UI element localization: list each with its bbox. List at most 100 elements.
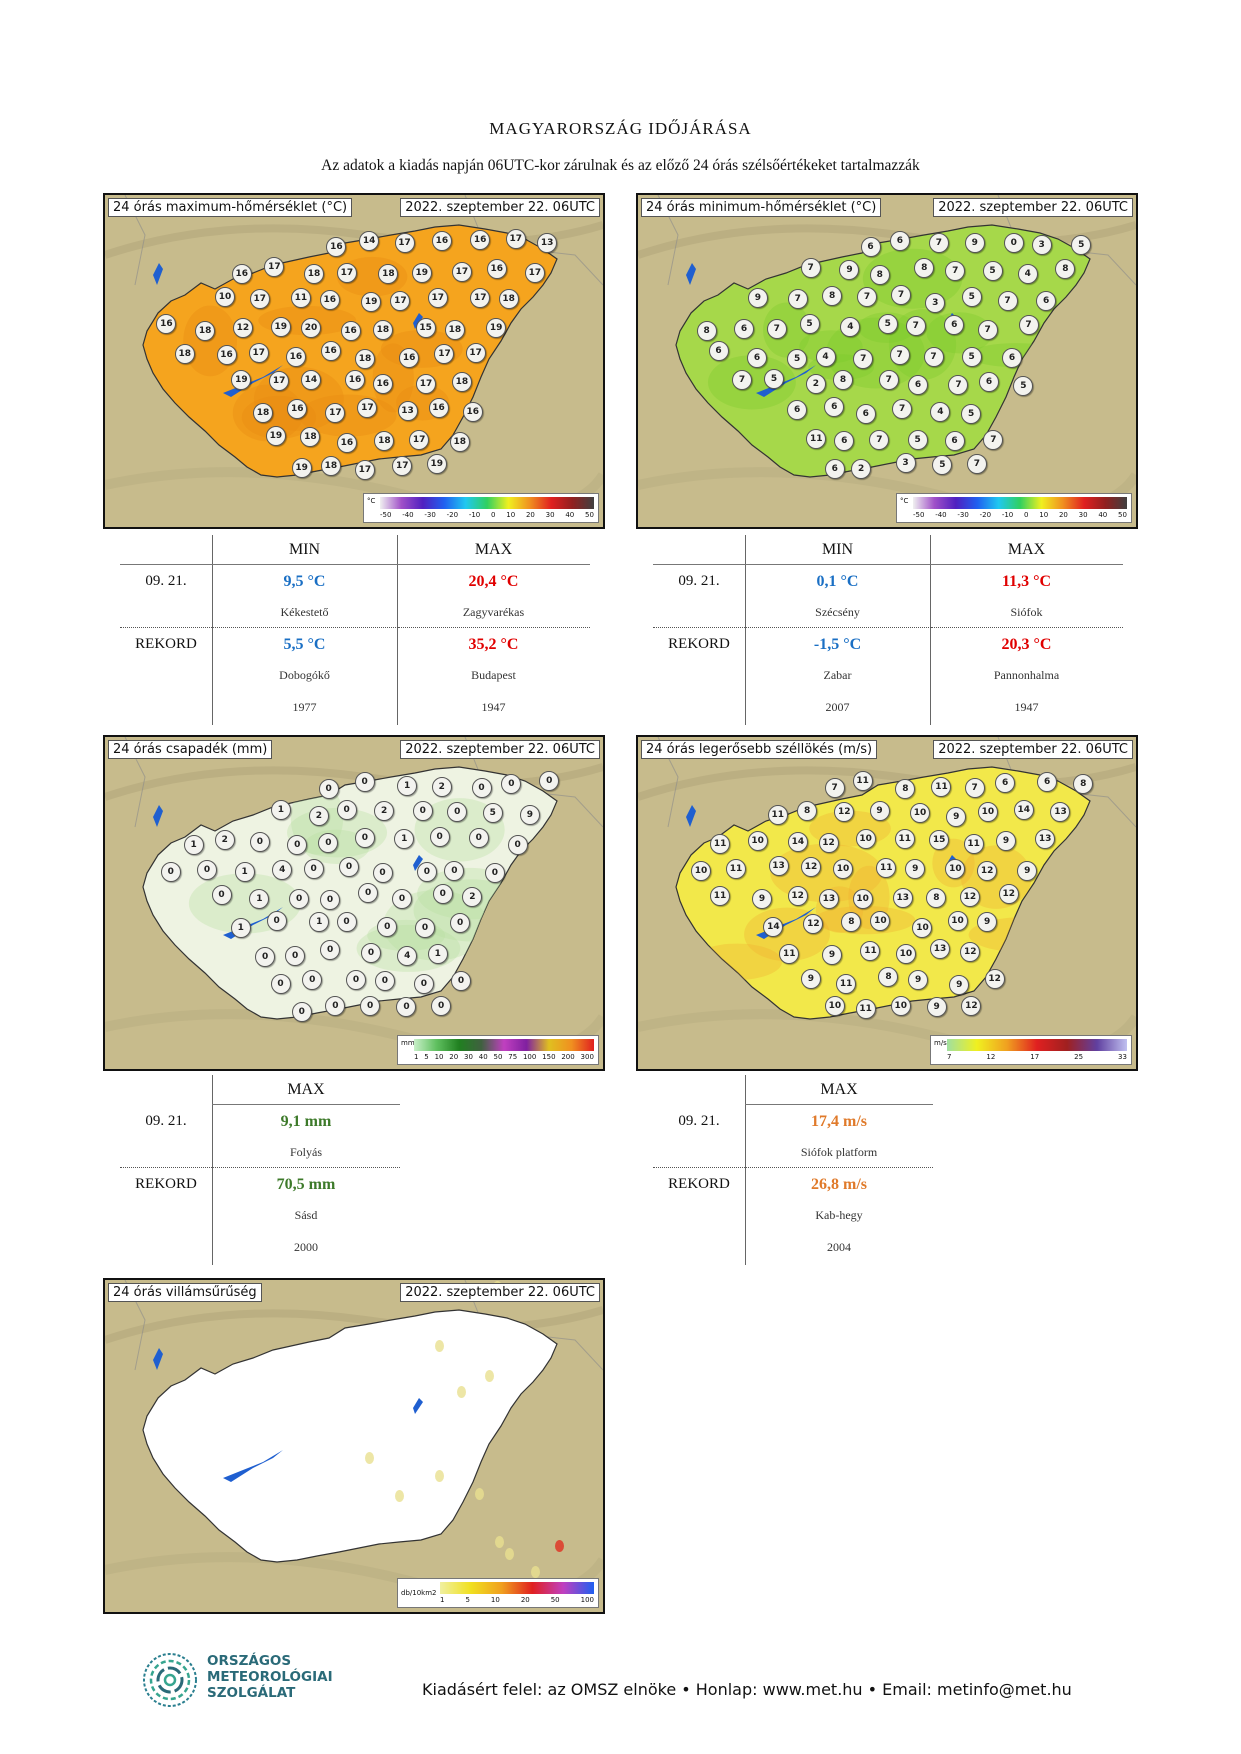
legend-tick: 7: [947, 1053, 952, 1061]
station-marker: 6: [979, 371, 999, 392]
station-marker: 6: [855, 404, 876, 425]
station-marker: 11: [894, 829, 915, 850]
station-marker: 7: [905, 316, 926, 337]
station-marker: 1: [230, 917, 251, 938]
station-marker: 11: [931, 777, 952, 797]
legend-ticks: -50 -40 -30 -20 -10 0 10 20 30 40 50: [380, 511, 594, 520]
station-marker: 0: [360, 995, 381, 1016]
record-max-year: 2004: [827, 1240, 851, 1254]
station-marker: 4: [815, 346, 836, 367]
legend-tick: 30: [464, 1053, 473, 1061]
station-marker: 7: [766, 319, 787, 340]
station-marker: 12: [834, 801, 855, 822]
legend-tick: 10: [1039, 511, 1049, 519]
station-marker: 17: [409, 429, 430, 450]
legend-tick: 75: [508, 1053, 518, 1061]
station-marker: 0: [285, 945, 306, 966]
station-marker: 5: [1013, 376, 1034, 397]
station-marker: 16: [326, 236, 347, 257]
station-marker: 0: [377, 917, 398, 938]
station-marker: 8: [914, 257, 935, 278]
station-marker: 1: [394, 828, 415, 849]
record-min-value: -1,5 °C: [813, 636, 862, 653]
map-title: 24 órás legerősebb széllökés (m/s): [641, 740, 878, 759]
station-marker: 0: [339, 856, 360, 877]
station-marker: 0: [287, 834, 308, 855]
station-marker: 7: [857, 286, 878, 307]
station-marker: 17: [336, 263, 357, 284]
daily-max-location: Folyás: [289, 1145, 322, 1159]
legend-tick: 33: [1118, 1053, 1127, 1061]
station-marker: 9: [977, 912, 998, 933]
station-marker: 11: [876, 857, 897, 878]
station-marker: 16: [320, 341, 341, 362]
record-max-year: 2000: [294, 1240, 318, 1254]
station-marker: 11: [779, 943, 800, 964]
station-marker: 18: [374, 430, 395, 451]
station-marker: 5: [1071, 235, 1092, 255]
record-max-value: 26,8 m/s: [811, 1176, 867, 1193]
legend-ticks: 1 5 10 20 30 40 50 75 100 150 200 300: [414, 1053, 594, 1062]
station-marker: 0: [197, 860, 218, 880]
station-marker: 2: [431, 776, 452, 797]
station-marker: 0: [468, 827, 489, 848]
station-marker: 13: [1050, 801, 1071, 822]
record-max-location: Budapest: [471, 668, 516, 682]
legend-tick: 10: [506, 511, 516, 519]
legend-tick: -20: [979, 511, 992, 519]
station-marker: 9: [949, 974, 970, 995]
record-min-year: 2007: [825, 700, 850, 714]
station-marker: 9: [800, 968, 821, 989]
record-min-location: Dobogókő: [279, 668, 330, 682]
station-marker: 11: [710, 833, 731, 854]
legend-tick: 10: [490, 1596, 500, 1604]
lake-balaton: [756, 365, 816, 397]
map-title: 24 órás csapadék (mm): [108, 740, 273, 759]
lake-ferto: [153, 1348, 163, 1370]
legend-tick: 0: [491, 511, 496, 519]
station-marker: 7: [889, 345, 910, 366]
station-marker: 10: [945, 859, 966, 880]
station-marker: 0: [320, 939, 341, 960]
station-marker: 16: [285, 346, 306, 367]
station-marker: 20: [301, 317, 321, 338]
station-marker: 12: [998, 883, 1019, 904]
station-marker: 0: [539, 771, 560, 792]
station-marker: 18: [195, 320, 216, 341]
lightning-cell: [555, 1540, 564, 1552]
station-marker: 7: [800, 257, 821, 278]
station-marker: 12: [984, 968, 1005, 989]
record-max-value: 35,2 °C: [468, 636, 519, 653]
station-marker: 17: [415, 374, 436, 395]
station-marker: 10: [852, 889, 873, 910]
omsz-logo: ORSZÁGOS METEOROLÓGIAI SZOLGÁLAT: [140, 1645, 340, 1715]
station-marker: 17: [524, 263, 545, 284]
station-marker: 11: [852, 771, 873, 792]
station-marker: 4: [840, 317, 861, 338]
station-marker: 12: [961, 996, 982, 1017]
station-marker: 19: [231, 370, 252, 391]
station-marker: 2: [214, 830, 235, 851]
lightning-cell: [475, 1488, 484, 1500]
station-marker: 13: [892, 887, 913, 908]
map-date: 2022. szeptember 22. 06UTC: [933, 740, 1133, 759]
lightning-cell: [485, 1370, 494, 1382]
station-marker: 11: [767, 804, 788, 825]
legend-unit: db/10km2: [401, 1589, 437, 1597]
station-marker: 0: [396, 997, 417, 1018]
station-marker: 7: [1018, 315, 1039, 336]
daily-max-value: 20,4 °C: [468, 573, 519, 590]
station-marker: 9: [908, 969, 929, 990]
station-marker: 0: [450, 970, 471, 991]
station-marker: 12: [959, 886, 980, 907]
station-marker: 4: [272, 860, 293, 881]
logo-line-3: SZOLGÁLAT: [207, 1685, 296, 1701]
station-marker: 10: [895, 944, 916, 965]
station-marker: 9: [822, 944, 843, 965]
station-marker: 11: [806, 429, 827, 450]
station-marker: 16: [462, 402, 483, 423]
record-max-value: 70,5 mm: [276, 1176, 336, 1193]
station-marker: 0: [392, 888, 412, 909]
station-marker: 8: [841, 911, 862, 932]
legend-tick: 40: [1098, 511, 1108, 519]
